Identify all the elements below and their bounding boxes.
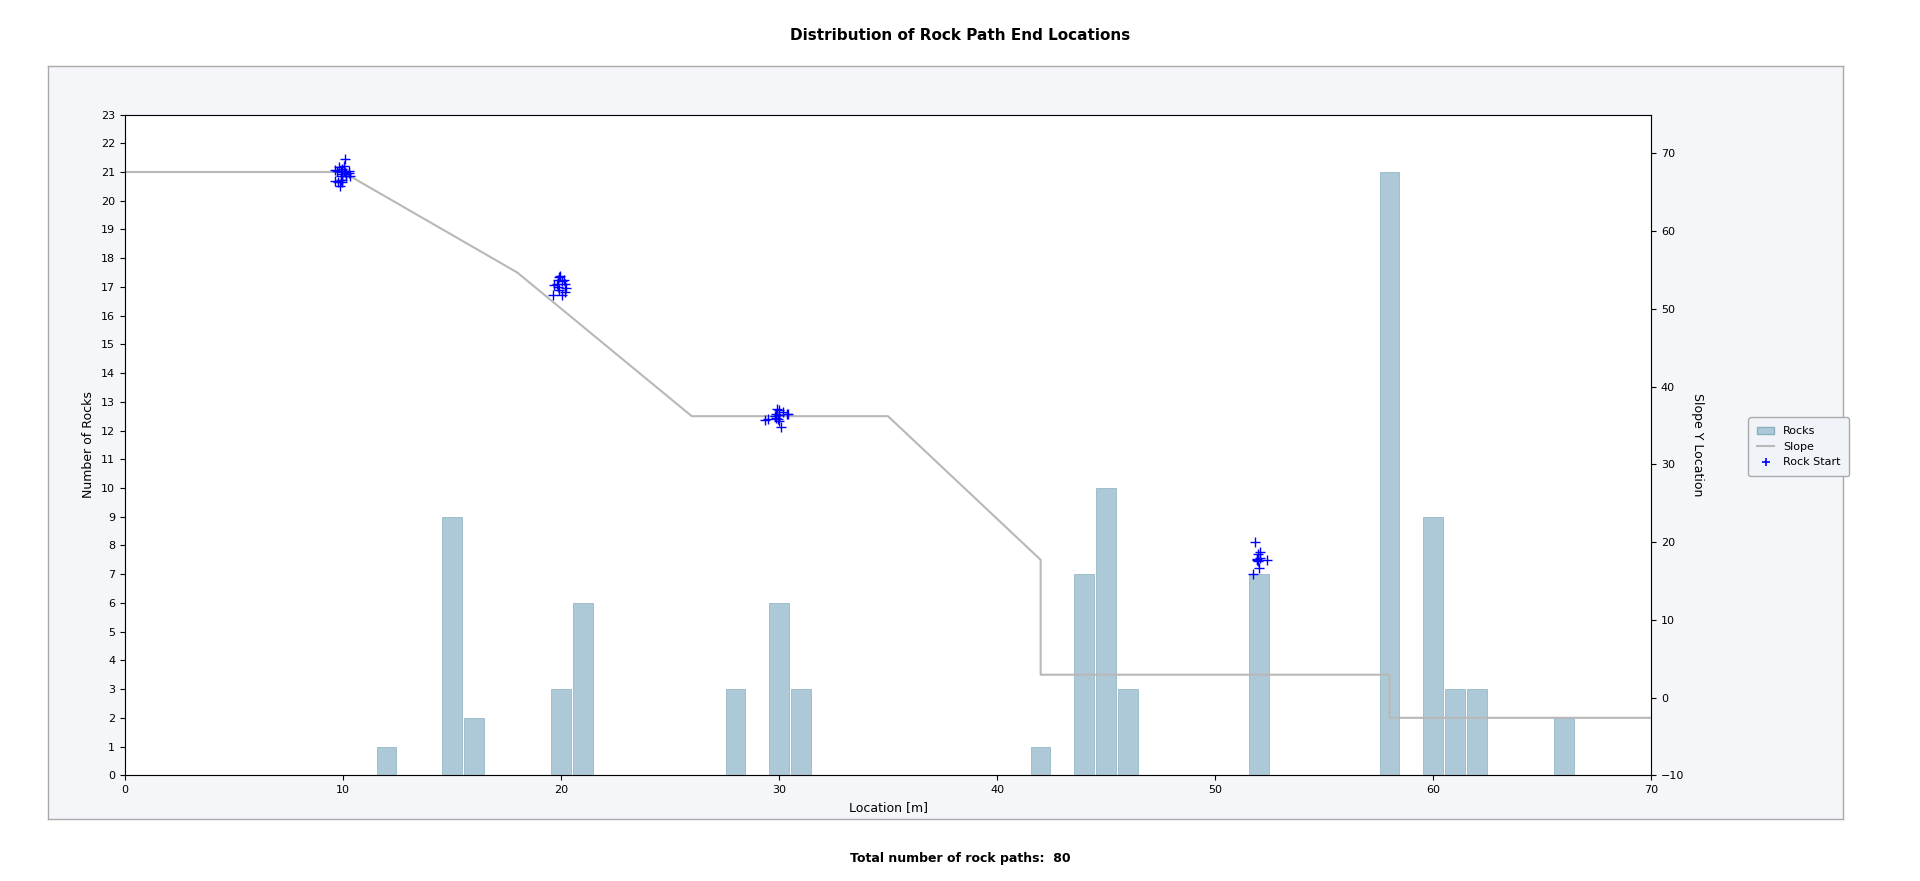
- Point: [1242, 547, 1273, 561]
- Point: [326, 173, 357, 187]
- Point: [1244, 561, 1275, 575]
- Bar: [465, 718, 484, 775]
- Point: [334, 169, 365, 183]
- Point: [760, 407, 791, 421]
- Point: [540, 278, 570, 292]
- Point: [1242, 554, 1273, 568]
- Bar: [791, 689, 810, 775]
- Point: [326, 162, 357, 176]
- Point: [330, 167, 361, 181]
- Point: [1240, 535, 1271, 549]
- X-axis label: Location [m]: Location [m]: [849, 801, 927, 813]
- Point: [326, 167, 357, 181]
- Legend: Rocks, Slope, Rock Start: Rocks, Slope, Rock Start: [1749, 418, 1849, 477]
- Point: [543, 269, 574, 283]
- Bar: [1380, 172, 1400, 775]
- Y-axis label: Slope Y Location: Slope Y Location: [1692, 393, 1703, 497]
- Point: [321, 164, 351, 178]
- Point: [1244, 551, 1275, 565]
- Point: [324, 159, 355, 174]
- Bar: [1446, 689, 1465, 775]
- Point: [326, 174, 357, 188]
- Point: [328, 159, 359, 174]
- Point: [543, 273, 574, 287]
- Point: [543, 280, 574, 294]
- Point: [547, 274, 578, 288]
- Point: [764, 409, 795, 423]
- Point: [1242, 553, 1273, 567]
- Bar: [1096, 488, 1116, 775]
- Point: [1242, 552, 1273, 566]
- Bar: [770, 603, 789, 775]
- Point: [549, 272, 580, 286]
- Point: [1252, 553, 1283, 567]
- Point: [323, 174, 353, 189]
- Point: [551, 281, 582, 295]
- Point: [760, 411, 791, 425]
- Point: [326, 175, 357, 189]
- Point: [549, 285, 580, 299]
- Point: [766, 419, 797, 433]
- Point: [1236, 566, 1267, 581]
- Point: [541, 278, 572, 292]
- Point: [321, 164, 351, 178]
- Bar: [572, 603, 593, 775]
- Point: [772, 407, 803, 421]
- Bar: [442, 517, 461, 775]
- Bar: [1117, 689, 1139, 775]
- Point: [764, 414, 795, 428]
- Point: [543, 270, 574, 285]
- Point: [330, 169, 361, 183]
- Text: Total number of rock paths:  80: Total number of rock paths: 80: [851, 853, 1069, 865]
- Bar: [1031, 746, 1050, 775]
- Bar: [376, 746, 396, 775]
- Text: Distribution of Rock Path End Locations: Distribution of Rock Path End Locations: [789, 27, 1131, 43]
- Point: [538, 288, 568, 302]
- Point: [324, 179, 355, 193]
- Y-axis label: Number of Rocks: Number of Rocks: [83, 391, 96, 499]
- Bar: [1467, 689, 1486, 775]
- Point: [753, 411, 783, 426]
- Point: [330, 152, 361, 166]
- Point: [758, 409, 789, 423]
- Point: [762, 402, 793, 416]
- Point: [328, 164, 359, 178]
- Point: [334, 164, 365, 178]
- Point: [330, 165, 361, 179]
- Bar: [1423, 517, 1444, 775]
- Bar: [1075, 574, 1094, 775]
- Point: [543, 284, 574, 298]
- Bar: [726, 689, 745, 775]
- Point: [749, 413, 780, 427]
- Point: [768, 405, 799, 419]
- Point: [547, 288, 578, 302]
- Bar: [551, 689, 570, 775]
- Point: [764, 403, 795, 417]
- Point: [326, 169, 357, 183]
- Point: [772, 407, 803, 421]
- Bar: [1248, 574, 1269, 775]
- Point: [549, 278, 580, 292]
- Bar: [1553, 718, 1574, 775]
- Point: [319, 174, 349, 188]
- Point: [1244, 544, 1275, 559]
- Point: [326, 165, 357, 179]
- Point: [762, 412, 793, 426]
- Point: [334, 166, 365, 180]
